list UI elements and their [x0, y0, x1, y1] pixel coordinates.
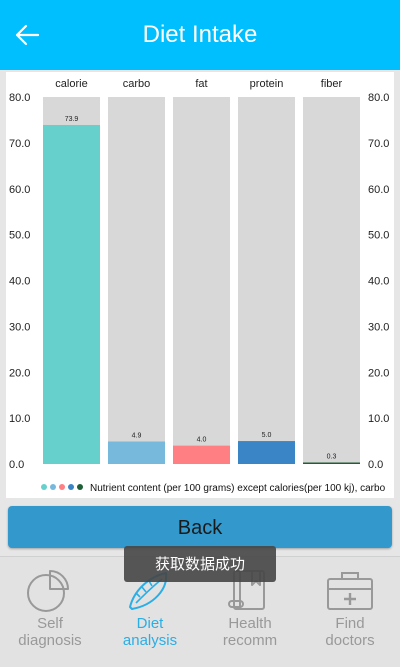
- data-label: 73.9: [65, 116, 79, 123]
- bar-track: [303, 97, 360, 464]
- data-label: 4.9: [132, 433, 142, 440]
- bar-track: [173, 97, 230, 464]
- toast-message: 获取数据成功: [124, 546, 276, 582]
- nav-label: Health recomm: [222, 615, 278, 649]
- nav-label: Diet analysis: [122, 615, 178, 649]
- legend-dot: [77, 484, 83, 490]
- legend-dot: [50, 484, 56, 490]
- category-label: fat: [195, 78, 207, 90]
- y-tick-label-right: 10.0: [368, 413, 389, 425]
- bar: [108, 441, 165, 464]
- nav-label: Find doctors: [325, 615, 375, 649]
- bar: [173, 445, 230, 464]
- legend-text: Nutrient content (per 100 grams) except …: [90, 483, 386, 494]
- back-arrow-icon[interactable]: [14, 22, 40, 48]
- y-tick-label-left: 70.0: [9, 138, 30, 150]
- nutrient-chart: 0.0 0.0 10.0 10.0 20.0 20.0 30.0 30.0 40.0 40.0 50…: [6, 72, 394, 498]
- category-label: calorie: [55, 78, 87, 90]
- bar-track: [108, 97, 165, 464]
- y-tick-label-right: 60.0: [368, 184, 389, 196]
- page-title: Diet Intake: [142, 21, 258, 48]
- category-label: fiber: [321, 78, 343, 90]
- y-tick-label-left: 60.0: [9, 184, 30, 196]
- legend-dot: [68, 484, 74, 490]
- y-tick-label-left: 0.0: [9, 459, 24, 471]
- nav-item-health-recomm[interactable]: Health recomm: [200, 557, 300, 667]
- medical-kit-icon: [327, 572, 373, 610]
- category-label: carbo: [123, 78, 151, 90]
- y-tick-label-right: 20.0: [368, 367, 389, 379]
- legend-dot: [41, 484, 47, 490]
- data-label: 5.0: [262, 432, 272, 439]
- app-header: Diet Intake: [0, 0, 400, 70]
- bar: [43, 124, 100, 464]
- nav-item-self-diagnosis[interactable]: Self diagnosis: [0, 557, 100, 667]
- pie-chart-icon: [27, 570, 69, 612]
- back-button[interactable]: Back: [8, 506, 392, 548]
- y-tick-label-right: 50.0: [368, 230, 389, 242]
- bar: [238, 441, 295, 464]
- y-tick-label-left: 30.0: [9, 321, 30, 333]
- category-label: protein: [250, 78, 284, 90]
- y-tick-label-left: 20.0: [9, 367, 30, 379]
- nav-item-diet-analysis[interactable]: Diet analysis: [100, 557, 200, 667]
- y-tick-label-right: 80.0: [368, 92, 389, 104]
- data-label: 4.0: [197, 437, 207, 444]
- nutrient-bar-chart: 0.0 0.0 10.0 10.0 20.0 20.0 30.0 30.0 40.0 40.0 50…: [9, 78, 389, 494]
- y-tick-label-right: 0.0: [368, 459, 383, 471]
- nav-label: Self diagnosis: [18, 615, 82, 649]
- y-tick-label-right: 30.0: [368, 321, 389, 333]
- y-tick-label-right: 40.0: [368, 276, 389, 288]
- y-tick-label-left: 80.0: [9, 92, 30, 104]
- y-tick-label-left: 40.0: [9, 276, 30, 288]
- data-label: 0.3: [327, 454, 337, 461]
- legend-dot: [59, 484, 65, 490]
- bar: [303, 462, 360, 464]
- y-tick-label-right: 70.0: [368, 138, 389, 150]
- bar-track: [238, 97, 295, 464]
- y-tick-label-left: 10.0: [9, 413, 30, 425]
- nav-item-find-doctors[interactable]: Find doctors: [300, 557, 400, 667]
- y-tick-label-left: 50.0: [9, 230, 30, 242]
